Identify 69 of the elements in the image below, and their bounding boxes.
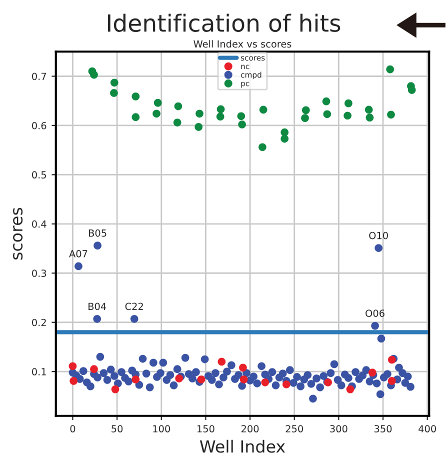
point [68,362,77,370]
point [216,112,224,121]
point [368,368,376,376]
annotation: B04 [88,302,106,310]
x-tick-label: 200 [241,425,259,432]
annotation: O10 [369,232,388,240]
point [132,92,140,100]
point [194,123,203,131]
x-tick-label: 150 [197,425,214,432]
point [132,113,140,122]
x-tick-label: 350 [374,425,392,432]
x-tick-label: 400 [418,425,436,432]
point [152,110,160,118]
point [111,385,120,394]
point [238,120,246,128]
y-tick-label: 0.5 [32,171,46,179]
chart-title: Identification of hits [108,14,340,32]
y-tick-label: 0.2 [32,318,46,326]
point [90,70,98,79]
point [408,86,416,94]
point [280,134,289,143]
point [258,143,266,152]
point [282,380,290,388]
point [174,102,182,110]
annotation: B05 [88,229,106,237]
point [364,106,373,114]
chart-subtitle: Well Index vs scores [194,40,292,48]
point [110,89,118,97]
point [261,378,270,386]
x-tick-label: 50 [112,425,123,432]
point [322,97,330,106]
point [344,112,352,120]
y-tick-label: 0.1 [32,368,46,376]
point [132,376,140,384]
point [302,106,310,114]
point [344,99,352,108]
x-tick-label: 300 [330,425,348,432]
annotation: A07 [69,250,88,258]
x-tick-label: 250 [286,425,303,432]
point [346,385,354,394]
y-axis-title: scores [13,208,23,260]
point [259,106,268,114]
x-tick-label: 0 [70,425,76,432]
y-tick-label: 0.4 [32,220,46,228]
point [237,112,246,120]
point [216,105,225,114]
annotation: O06 [366,310,384,317]
point [301,114,309,122]
point [386,65,394,74]
point [70,376,78,385]
y-tick-label: 0.3 [32,270,46,277]
y-tick-label: 0.6 [32,122,46,130]
point [173,118,182,126]
point [154,98,162,107]
point [196,110,204,118]
point [90,365,98,374]
point [387,110,395,119]
x-axis-title: Well Index [200,440,286,453]
point [218,358,226,366]
point [239,364,247,372]
annotation: C22 [125,302,143,310]
point [197,376,206,384]
point [240,376,248,384]
point [366,114,374,122]
point [388,376,396,385]
point [110,78,118,87]
y-tick-label: 0.7 [32,72,46,80]
point [323,110,332,118]
x-tick-label: 100 [153,425,170,432]
